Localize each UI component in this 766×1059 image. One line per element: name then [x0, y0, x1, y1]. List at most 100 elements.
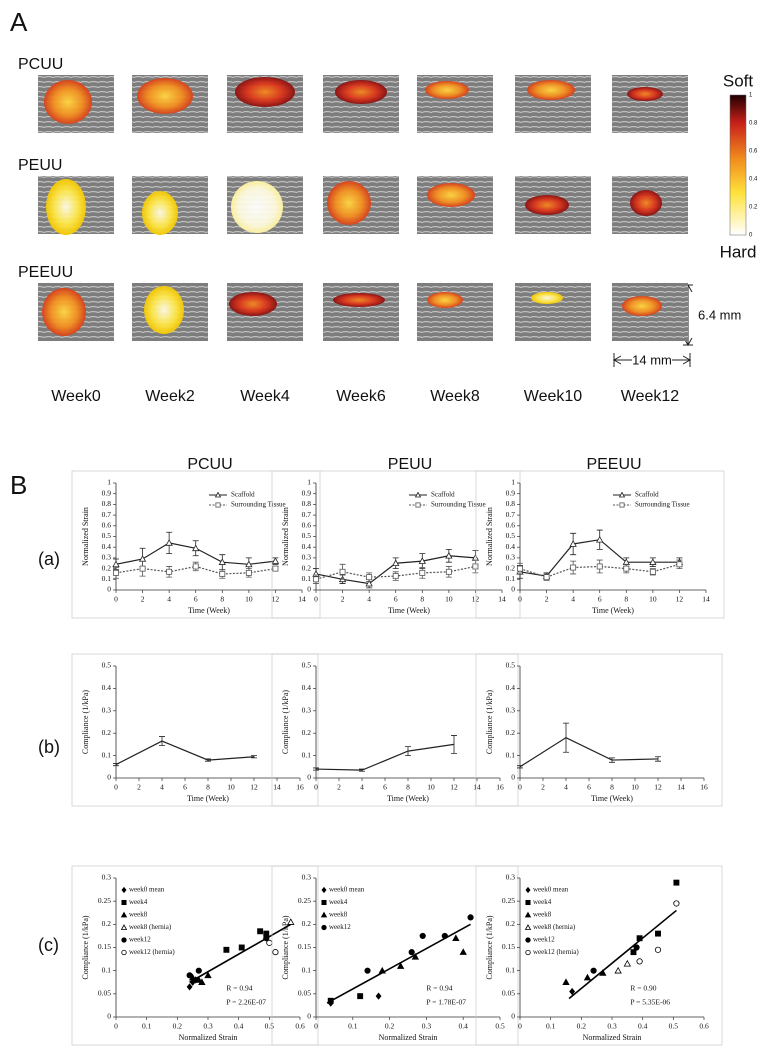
scale-width-label: 14 mm [632, 352, 672, 367]
y-tick-label: 0.6 [102, 521, 112, 530]
y-tick-label: 0.9 [302, 488, 312, 497]
x-tick-label: 0 [518, 1022, 522, 1031]
y-tick-label: 1 [307, 478, 311, 487]
point [196, 968, 201, 973]
row-label: (b) [38, 737, 60, 757]
y-tick-label: 0.25 [502, 896, 515, 905]
y-tick-label: 0 [511, 1012, 515, 1021]
legend-marker [122, 888, 126, 893]
x-axis-label: Time (Week) [187, 794, 229, 803]
x-tick-label: 10 [427, 783, 435, 792]
y-tick-label: 0.3 [506, 553, 516, 562]
point [563, 979, 569, 984]
point [597, 564, 602, 569]
page: A B Soft Hard 6.4 mm 14 mm PCUUPEUUPEEUU… [0, 0, 766, 1059]
point [473, 564, 478, 569]
strain-map [229, 292, 277, 316]
x-tick-label: 16 [296, 783, 304, 792]
point [650, 569, 655, 574]
strain-map [425, 81, 469, 99]
x-tick-label: 8 [624, 595, 628, 604]
point [453, 935, 459, 940]
point [409, 949, 414, 954]
point [340, 569, 345, 574]
legend-label: week12 [129, 936, 151, 944]
legend-label: week0 mean [533, 886, 569, 894]
y-tick-label: 0.2 [506, 919, 516, 928]
legend-marker [526, 913, 531, 918]
point [677, 562, 682, 567]
legend-label: week0 mean [129, 886, 165, 894]
panel-label: A [10, 7, 28, 37]
row-label: PCUU [18, 56, 63, 73]
y-tick-label: 0.2 [506, 728, 516, 737]
ultrasound-image [515, 283, 591, 341]
strain-map [42, 288, 86, 336]
y-tick-label: 0.15 [502, 942, 515, 951]
legend-label: week0 mean [329, 886, 365, 894]
strain-map [427, 183, 475, 207]
y-tick-label: 0.1 [506, 965, 516, 974]
point [258, 929, 263, 934]
y-tick-label: 0.4 [506, 542, 516, 551]
y-tick-label: 0.15 [298, 942, 311, 951]
x-axis-label: Time (Week) [387, 794, 429, 803]
point [140, 556, 146, 561]
point [328, 998, 333, 1003]
x-axis-label: Normalized Strain [179, 1033, 238, 1042]
legend-label: Scaffold [231, 491, 255, 499]
point [167, 569, 172, 574]
point [517, 566, 522, 571]
legend-marker [122, 900, 126, 904]
x-tick-label: 8 [420, 595, 424, 604]
row-label: PEUU [18, 157, 62, 174]
legend-marker [526, 950, 531, 955]
annotation: R = 0.94 [426, 984, 452, 993]
fit-line [569, 910, 676, 998]
y-tick-label: 0.5 [102, 531, 112, 540]
point [365, 968, 370, 973]
strain-map [46, 179, 86, 235]
point [544, 575, 549, 580]
week-label: Week10 [524, 388, 583, 405]
point [224, 947, 229, 952]
annotation: R = 0.90 [630, 984, 656, 993]
y-tick-label: 0.25 [98, 896, 111, 905]
legend-label: week8 (hernia) [129, 923, 172, 931]
colorbar-top-label: Soft [723, 71, 754, 90]
x-tick-label: 12 [450, 783, 458, 792]
ultrasound-image [323, 283, 399, 341]
x-tick-label: 4 [167, 595, 171, 604]
y-tick-label: 0.3 [102, 706, 112, 715]
point [637, 959, 642, 964]
x-tick-label: 0 [518, 595, 522, 604]
legend-marker [322, 888, 326, 893]
x-tick-label: 0.3 [422, 1022, 432, 1031]
y-tick-label: 0.4 [302, 683, 312, 692]
x-tick-label: 2 [541, 783, 545, 792]
x-tick-label: 0 [518, 783, 522, 792]
colorbar-bottom-label: Hard [720, 242, 757, 261]
y-tick-label: 0.3 [302, 553, 312, 562]
legend-marker [526, 900, 530, 904]
legend-label: week12 (hernia) [533, 948, 579, 956]
legend-label: week4 [533, 898, 552, 906]
y-tick-label: 0.2 [102, 919, 112, 928]
x-tick-label: 0.1 [348, 1022, 358, 1031]
point [140, 566, 145, 571]
y-tick-label: 0 [511, 585, 515, 594]
point [460, 949, 466, 954]
week-label: Week6 [336, 388, 386, 405]
x-tick-label: 0 [114, 783, 118, 792]
x-tick-label: 0 [314, 1022, 318, 1031]
y-tick-label: 0.4 [102, 542, 112, 551]
x-axis-label: Time (Week) [592, 606, 634, 615]
y-tick-label: 1 [511, 478, 515, 487]
point [624, 961, 630, 966]
x-tick-label: 0.5 [265, 1022, 275, 1031]
series-line [316, 744, 454, 770]
week-label: Week8 [430, 388, 480, 405]
x-tick-label: 14 [273, 783, 281, 792]
y-tick-label: 0.2 [102, 563, 112, 572]
legend-marker [122, 925, 127, 930]
